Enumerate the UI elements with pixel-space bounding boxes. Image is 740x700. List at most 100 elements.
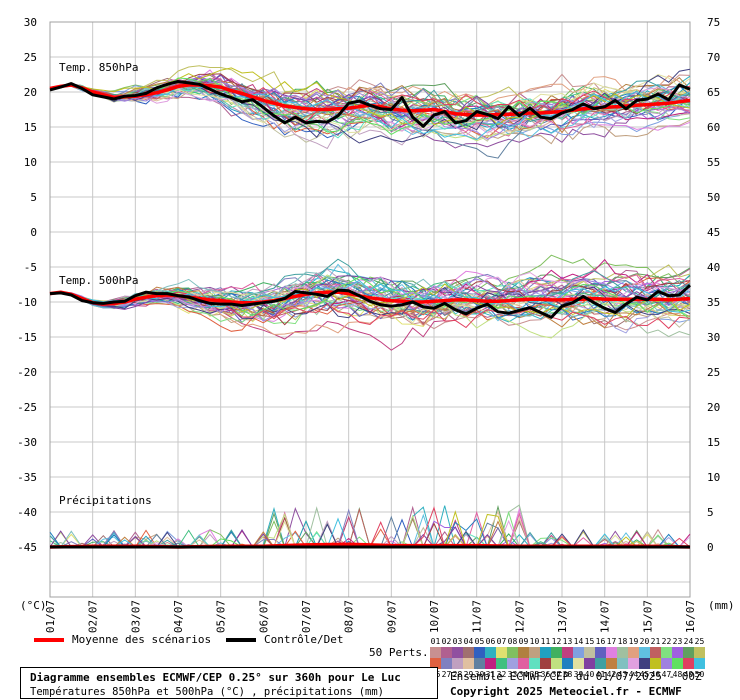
member-swatch <box>507 658 518 669</box>
x-tick-label: 02/07 <box>87 600 100 633</box>
right-tick-label: 20 <box>707 401 720 414</box>
member-swatch <box>639 658 650 669</box>
member-number: 27 <box>441 670 452 679</box>
member-number: 33 <box>507 670 518 679</box>
axis-ticks: 302520151050-5-10-15-20-25-30-35-40-4575… <box>17 16 720 633</box>
member-swatch <box>529 658 540 669</box>
member-legend-grid: 01 02 03 04 05 06 07 08 09 10 11 12 13 14 15 16 17 18 19 20… <box>430 636 706 680</box>
right-tick-label: 40 <box>707 261 720 274</box>
member-number: 40 <box>584 670 595 679</box>
member-swatch <box>683 647 694 658</box>
member-number: 21 <box>650 637 661 646</box>
member-swatch <box>628 647 639 658</box>
member-number: 07 <box>496 637 507 646</box>
member-number: 14 <box>573 637 584 646</box>
member-swatch <box>562 658 573 669</box>
member-number: 03 <box>452 637 463 646</box>
left-tick-label: -30 <box>17 436 37 449</box>
member-number: 16 <box>595 637 606 646</box>
panel-label-precip: Précipitations <box>59 494 152 507</box>
legend-control: Contrôle/Det <box>226 633 343 646</box>
member-line <box>49 277 691 332</box>
panel-label-500: Temp. 500hPa <box>59 274 138 287</box>
member-number: 36 <box>540 670 551 679</box>
member-swatch <box>595 647 606 658</box>
member-number: 42 <box>606 670 617 679</box>
left-tick-label: -40 <box>17 506 37 519</box>
right-tick-label: 50 <box>707 191 720 204</box>
member-swatch <box>573 647 584 658</box>
member-swatch <box>551 658 562 669</box>
member-swatch <box>661 658 672 669</box>
left-axis-unit: (°C) <box>20 599 47 612</box>
member-swatch <box>661 647 672 658</box>
x-tick-label: 09/07 <box>385 600 398 633</box>
member-swatch <box>595 658 606 669</box>
member-swatch <box>650 647 661 658</box>
member-line <box>50 519 690 548</box>
x-tick-label: 13/07 <box>556 600 569 633</box>
member-swatch <box>474 647 485 658</box>
left-tick-label: -10 <box>17 296 37 309</box>
member-number: 44 <box>628 670 639 679</box>
copyright: Copyright 2025 Meteociel.fr - ECMWF <box>450 685 682 698</box>
member-swatch <box>430 658 441 669</box>
left-tick-label: 20 <box>24 86 37 99</box>
member-line <box>49 518 690 548</box>
member-line <box>50 520 690 548</box>
member-swatch <box>518 647 529 658</box>
member-line <box>50 515 690 548</box>
member-swatch <box>452 658 463 669</box>
member-line <box>50 518 690 548</box>
member-swatch <box>683 658 694 669</box>
member-swatch <box>584 658 595 669</box>
right-tick-label: 65 <box>707 86 720 99</box>
right-tick-label: 25 <box>707 366 720 379</box>
plot-frame <box>49 21 691 598</box>
right-tick-label: 55 <box>707 156 720 169</box>
member-swatch <box>672 658 683 669</box>
member-number: 05 <box>474 637 485 646</box>
member-swatch <box>606 647 617 658</box>
member-legend-row <box>430 658 706 669</box>
member-line <box>50 519 691 548</box>
left-tick-label: -15 <box>17 331 37 344</box>
member-line <box>49 283 691 319</box>
right-tick-label: 5 <box>707 506 714 519</box>
member-number: 06 <box>485 637 496 646</box>
left-tick-label: -5 <box>24 261 37 274</box>
legend-control-swatch <box>226 638 256 642</box>
member-number: 19 <box>628 637 639 646</box>
member-swatch <box>672 647 683 658</box>
x-tick-label: 14/07 <box>599 600 612 633</box>
left-tick-label: 30 <box>24 16 37 29</box>
member-number: 24 <box>683 637 694 646</box>
member-swatch <box>540 658 551 669</box>
left-tick-label: 5 <box>30 191 37 204</box>
member-line <box>49 519 690 548</box>
member-line <box>50 516 690 548</box>
left-tick-label: -25 <box>17 401 37 414</box>
member-swatch <box>441 658 452 669</box>
member-number: 48 <box>672 670 683 679</box>
member-number: 32 <box>496 670 507 679</box>
member-number: 38 <box>562 670 573 679</box>
member-legend-row: 2627282930313233343536373839404142434445… <box>430 669 706 680</box>
member-swatch <box>430 647 441 658</box>
member-swatch <box>573 658 584 669</box>
member-swatch <box>474 658 485 669</box>
legend-mean-label: Moyenne des scénarios <box>72 633 212 646</box>
member-line <box>50 510 690 549</box>
member-number: 13 <box>562 637 573 646</box>
footer-title-box: Diagramme ensembles ECMWF/CEP 0.25° sur … <box>20 667 438 699</box>
member-number: 01 <box>430 637 441 646</box>
right-tick-label: 45 <box>707 226 720 239</box>
member-swatch <box>617 658 628 669</box>
x-tick-label: 01/07 <box>44 600 57 633</box>
legend-control-label: Contrôle/Det <box>264 633 344 646</box>
x-tick-label: 07/07 <box>300 600 313 633</box>
member-line <box>49 278 691 322</box>
member-legend-row <box>430 647 706 658</box>
right-tick-label: 30 <box>707 331 720 344</box>
